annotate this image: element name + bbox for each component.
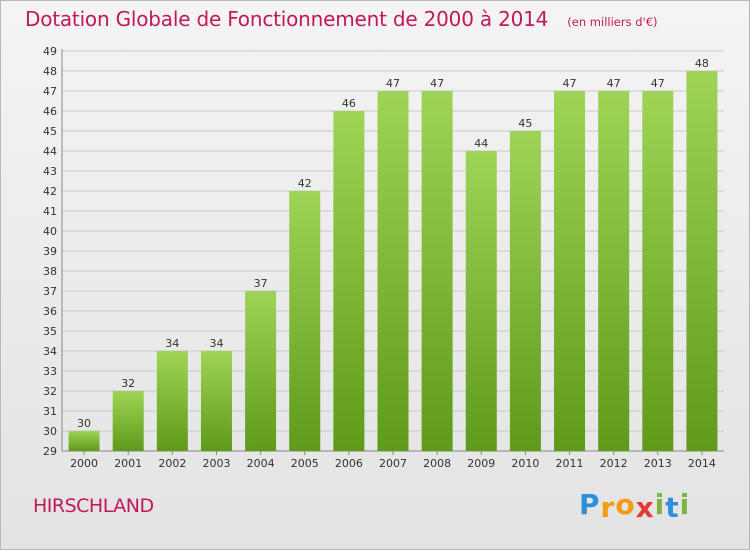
commune-name: HIRSCHLAND <box>33 495 154 517</box>
y-tick-label: 29 <box>43 445 57 458</box>
bar-value-label: 34 <box>165 337 179 350</box>
bar-2009 <box>465 151 497 451</box>
bar-value-label: 30 <box>77 417 91 430</box>
y-tick-label: 44 <box>43 145 57 158</box>
proxiti-logo: Proxiti <box>579 488 691 524</box>
x-tick-label: 2011 <box>556 457 584 470</box>
bar-value-label: 44 <box>474 137 488 150</box>
y-tick-label: 38 <box>43 265 57 278</box>
logo-letter: r <box>600 491 616 524</box>
bar-2011 <box>554 91 586 451</box>
bar-2010 <box>509 131 541 451</box>
bar-value-label: 47 <box>430 77 444 90</box>
y-tick-label: 37 <box>43 285 57 298</box>
y-tick-label: 41 <box>43 205 57 218</box>
logo-letter: P <box>579 488 601 521</box>
y-tick-label: 30 <box>43 425 57 438</box>
bar-2000 <box>68 431 100 451</box>
x-tick-label: 2009 <box>467 457 495 470</box>
x-tick-label: 2005 <box>291 457 319 470</box>
chart-subtitle: (en milliers d'€) <box>567 15 658 29</box>
x-tick-label: 2006 <box>335 457 363 470</box>
x-tick-label: 2003 <box>202 457 230 470</box>
logo-letter: x <box>635 491 655 524</box>
x-tick-label: 2001 <box>114 457 142 470</box>
bar-value-label: 47 <box>563 77 577 90</box>
y-tick-label: 40 <box>43 225 57 238</box>
y-tick-label: 33 <box>43 365 57 378</box>
y-tick-label: 39 <box>43 245 57 258</box>
bar-value-label: 37 <box>254 277 268 290</box>
bar-2014 <box>686 71 718 451</box>
x-tick-label: 2010 <box>511 457 539 470</box>
y-tick-label: 48 <box>43 65 57 78</box>
bar-value-label: 48 <box>695 57 709 70</box>
bar-2007 <box>377 91 409 451</box>
y-tick-label: 34 <box>43 345 57 358</box>
bar-value-label: 46 <box>342 97 356 110</box>
bar-value-label: 47 <box>651 77 665 90</box>
bar-value-label: 47 <box>386 77 400 90</box>
y-tick-label: 36 <box>43 305 57 318</box>
bar-2004 <box>245 291 277 451</box>
bar-2008 <box>421 91 453 451</box>
x-tick-label: 2014 <box>688 457 716 470</box>
bar-value-label: 34 <box>209 337 223 350</box>
bar-2003 <box>200 351 232 451</box>
title-row: Dotation Globale de Fonctionnement de 20… <box>25 7 658 31</box>
y-tick-label: 47 <box>43 85 57 98</box>
bar-2012 <box>598 91 630 451</box>
logo-letter: o <box>615 488 636 521</box>
logo-letter: i <box>654 488 666 521</box>
bar-value-label: 32 <box>121 377 135 390</box>
bar-value-label: 42 <box>298 177 312 190</box>
bar-value-label: 47 <box>607 77 621 90</box>
x-tick-label: 2012 <box>600 457 628 470</box>
bar-2001 <box>112 391 144 451</box>
chart-title: Dotation Globale de Fonctionnement de 20… <box>25 7 549 31</box>
y-tick-label: 32 <box>43 385 57 398</box>
y-tick-label: 43 <box>43 165 57 178</box>
x-tick-label: 2008 <box>423 457 451 470</box>
x-tick-label: 2000 <box>70 457 98 470</box>
y-tick-label: 31 <box>43 405 57 418</box>
logo-letter: i <box>679 488 691 521</box>
x-tick-label: 2007 <box>379 457 407 470</box>
y-tick-label: 46 <box>43 105 57 118</box>
logo-letter: t <box>665 491 680 524</box>
y-tick-label: 35 <box>43 325 57 338</box>
x-tick-label: 2013 <box>644 457 672 470</box>
y-tick-label: 45 <box>43 125 57 138</box>
bar-2005 <box>289 191 321 451</box>
x-tick-label: 2004 <box>247 457 275 470</box>
y-tick-label: 42 <box>43 185 57 198</box>
bar-2013 <box>642 91 674 451</box>
bar-value-label: 45 <box>518 117 532 130</box>
x-tick-label: 2002 <box>158 457 186 470</box>
y-tick-label: 49 <box>43 45 57 58</box>
bar-2002 <box>156 351 188 451</box>
bar-2006 <box>333 111 365 451</box>
